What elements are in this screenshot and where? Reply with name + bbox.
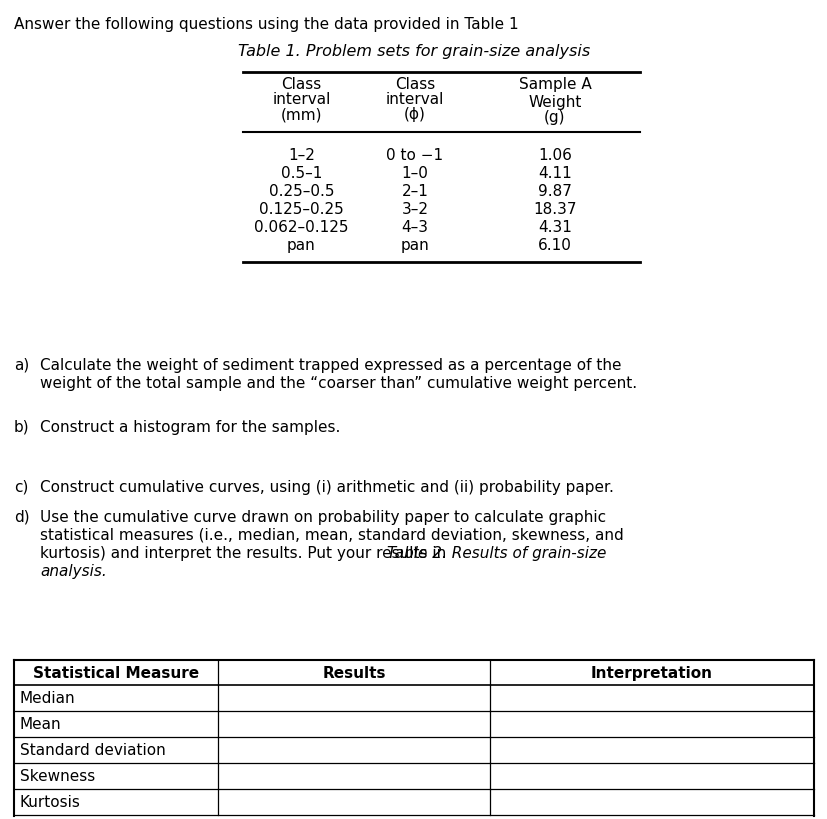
Text: Table 1. Problem sets for grain-size analysis: Table 1. Problem sets for grain-size ana… bbox=[237, 44, 590, 59]
Text: (g): (g) bbox=[543, 110, 565, 125]
Text: c): c) bbox=[14, 480, 28, 495]
Text: Class: Class bbox=[281, 77, 321, 92]
Text: Results: Results bbox=[322, 666, 385, 681]
Text: weight of the total sample and the “coarser than” cumulative weight percent.: weight of the total sample and the “coar… bbox=[40, 376, 636, 391]
Text: statistical measures (i.e., median, mean, standard deviation, skewness, and: statistical measures (i.e., median, mean… bbox=[40, 528, 623, 543]
Text: 9.87: 9.87 bbox=[538, 184, 571, 199]
Text: b): b) bbox=[14, 420, 30, 435]
Text: 2–1: 2–1 bbox=[401, 184, 428, 199]
Text: 6.10: 6.10 bbox=[538, 238, 571, 253]
Text: 4–3: 4–3 bbox=[401, 220, 428, 235]
Text: Interpretation: Interpretation bbox=[590, 666, 712, 681]
Text: 1–0: 1–0 bbox=[401, 166, 428, 181]
Text: analysis.: analysis. bbox=[40, 564, 107, 579]
Text: 0.25–0.5: 0.25–0.5 bbox=[269, 184, 334, 199]
Text: 0.062–0.125: 0.062–0.125 bbox=[254, 220, 348, 235]
Text: 1–2: 1–2 bbox=[288, 148, 314, 163]
Text: a): a) bbox=[14, 358, 29, 373]
Text: 4.31: 4.31 bbox=[538, 220, 571, 235]
Text: interval: interval bbox=[385, 92, 443, 107]
Text: Use the cumulative curve drawn on probability paper to calculate graphic: Use the cumulative curve drawn on probab… bbox=[40, 510, 605, 525]
Text: (mm): (mm) bbox=[280, 107, 322, 122]
Text: pan: pan bbox=[400, 238, 429, 253]
Text: pan: pan bbox=[287, 238, 315, 253]
Text: kurtosis) and interpret the results. Put your results in: kurtosis) and interpret the results. Put… bbox=[40, 546, 451, 561]
Text: d): d) bbox=[14, 510, 30, 525]
Text: Class: Class bbox=[394, 77, 435, 92]
Text: 1.06: 1.06 bbox=[538, 148, 571, 163]
Text: Weight: Weight bbox=[528, 95, 581, 110]
Text: interval: interval bbox=[272, 92, 330, 107]
Text: 3–2: 3–2 bbox=[401, 202, 428, 217]
Text: 0.5–1: 0.5–1 bbox=[280, 166, 322, 181]
Text: Statistical Measure: Statistical Measure bbox=[33, 666, 198, 681]
Text: Calculate the weight of sediment trapped expressed as a percentage of the: Calculate the weight of sediment trapped… bbox=[40, 358, 621, 373]
Text: Sample A: Sample A bbox=[518, 77, 590, 92]
Text: 4.11: 4.11 bbox=[538, 166, 571, 181]
Text: Mean: Mean bbox=[20, 717, 61, 732]
Text: 18.37: 18.37 bbox=[533, 202, 576, 217]
Text: Construct a histogram for the samples.: Construct a histogram for the samples. bbox=[40, 420, 340, 435]
Text: Standard deviation: Standard deviation bbox=[20, 743, 165, 758]
Text: Kurtosis: Kurtosis bbox=[20, 795, 81, 810]
Text: Table 2. Results of grain-size: Table 2. Results of grain-size bbox=[386, 546, 605, 561]
Text: Skewness: Skewness bbox=[20, 769, 95, 784]
Text: 0.125–0.25: 0.125–0.25 bbox=[259, 202, 343, 217]
Text: (ϕ): (ϕ) bbox=[404, 107, 425, 122]
Text: Answer the following questions using the data provided in Table 1: Answer the following questions using the… bbox=[14, 17, 518, 32]
Text: Construct cumulative curves, using (i) arithmetic and (ii) probability paper.: Construct cumulative curves, using (i) a… bbox=[40, 480, 613, 495]
Text: 0 to −1: 0 to −1 bbox=[386, 148, 443, 163]
Text: Median: Median bbox=[20, 691, 75, 706]
